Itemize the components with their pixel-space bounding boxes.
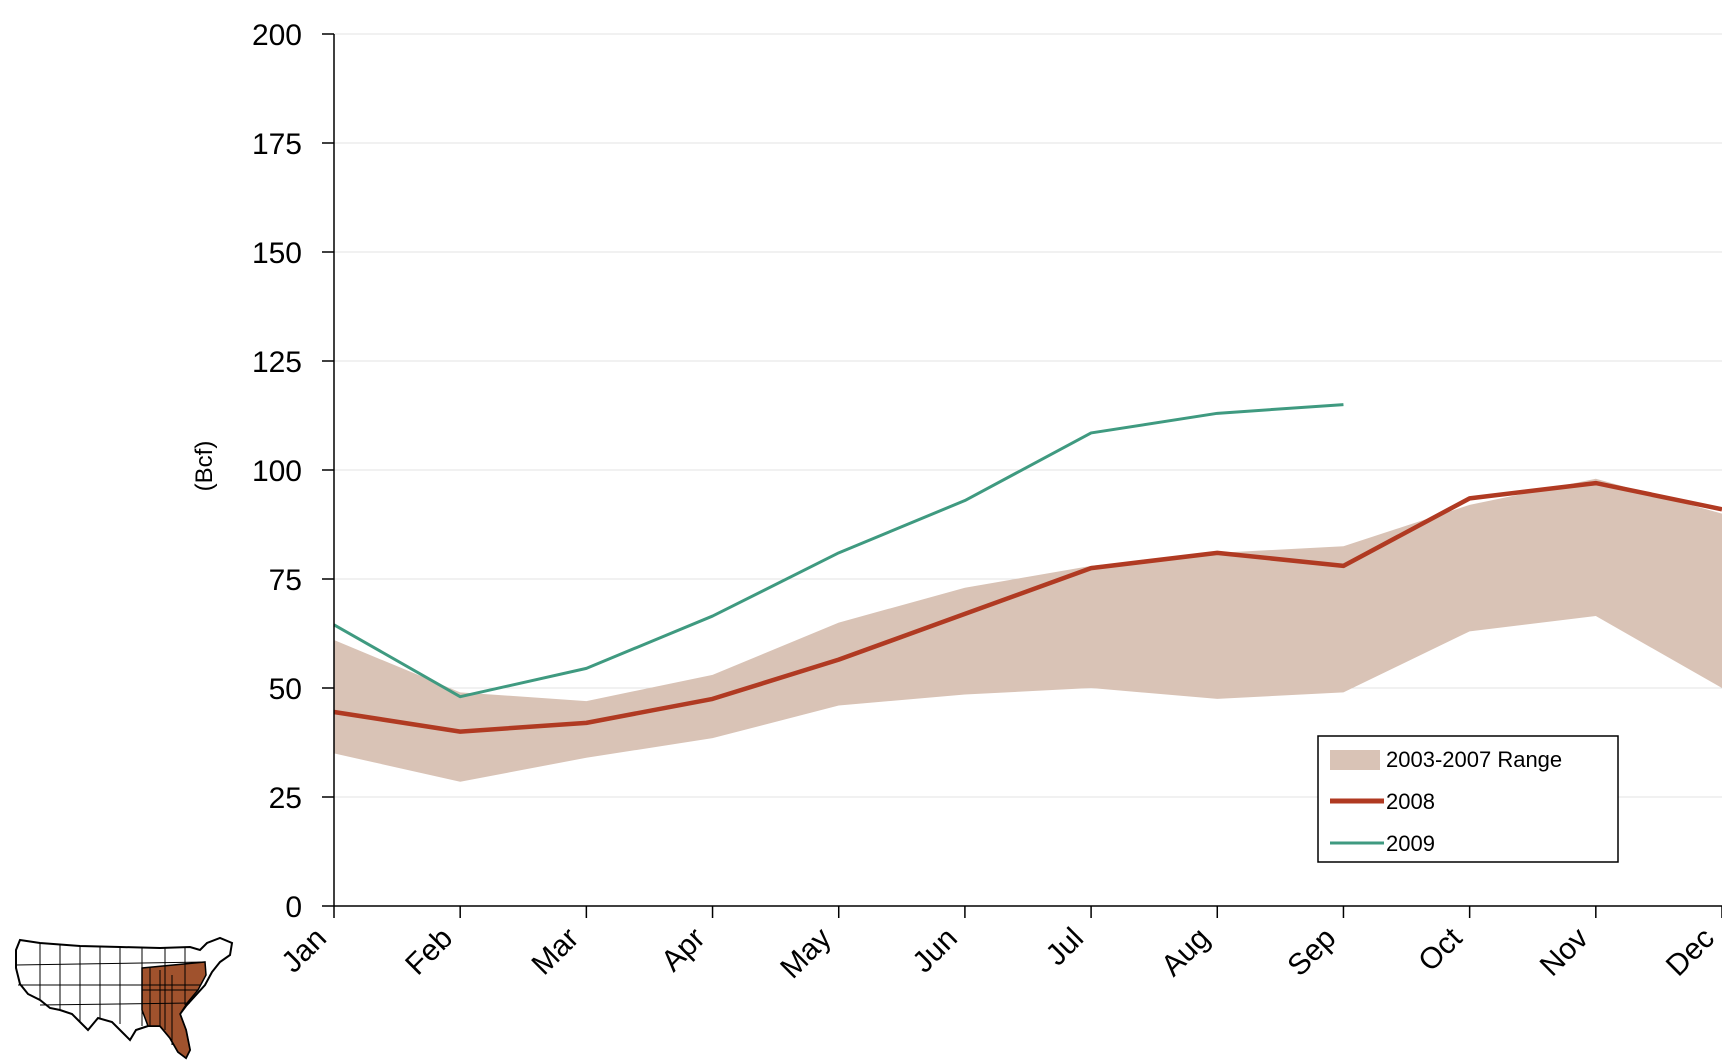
y-tick-label-75: 75 [269, 564, 302, 597]
y-tick-label-125: 125 [252, 346, 302, 379]
y-tick-label-0: 0 [285, 891, 302, 924]
x-tick-label-Feb: Feb [399, 922, 459, 982]
y-tick-label-25: 25 [269, 782, 302, 815]
y-tick-label-150: 150 [252, 237, 302, 270]
us-map-outline [15, 936, 234, 1060]
y-tick-label-175: 175 [252, 128, 302, 161]
x-tick-label-Jul: Jul [1040, 922, 1090, 972]
series-line-2008 [333, 480, 1722, 734]
x-tick-label-Jun: Jun [906, 922, 964, 980]
y-tick-labels: 0 25 50 75 100 125 150 175 200 [252, 19, 302, 924]
y-tick-label-200: 200 [252, 19, 302, 52]
legend: 2003-2007 Range 2008 2009 [1317, 735, 1619, 863]
axes [322, 33, 1722, 918]
x-tick-label-May: May [774, 922, 837, 985]
legend-label-2008: 2008 [1386, 789, 1435, 814]
x-tick-labels: Jan Feb Mar Apr May Jun Jul Aug Sep Oct Nov Dec [275, 921, 1721, 985]
x-tick-label-Aug: Aug [1155, 922, 1216, 983]
x-tick-label-Nov: Nov [1534, 922, 1595, 983]
y-tick-label-100: 100 [252, 455, 302, 488]
legend-label-range: 2003-2007 Range [1386, 747, 1562, 772]
x-tick-label-Jan: Jan [275, 922, 333, 980]
us-map-state-lines [15, 943, 206, 1045]
y-tick-label-50: 50 [269, 673, 302, 706]
x-tick-label-Mar: Mar [525, 922, 585, 982]
x-tick-label-Dec: Dec [1660, 922, 1721, 983]
x-tick-label-Sep: Sep [1281, 922, 1342, 983]
y-axis-title: (Bcf) [191, 441, 218, 492]
legend-label-2009: 2009 [1386, 831, 1435, 856]
x-tick-label-Apr: Apr [655, 922, 711, 978]
us-map-southeast-region [141, 961, 207, 1060]
series-line-2009 [333, 403, 1344, 699]
us-map-southeast-icon [15, 936, 234, 1060]
legend-swatch-range [1330, 750, 1380, 770]
series-lines-layer [333, 403, 1722, 734]
x-tick-label-Oct: Oct [1412, 921, 1469, 978]
